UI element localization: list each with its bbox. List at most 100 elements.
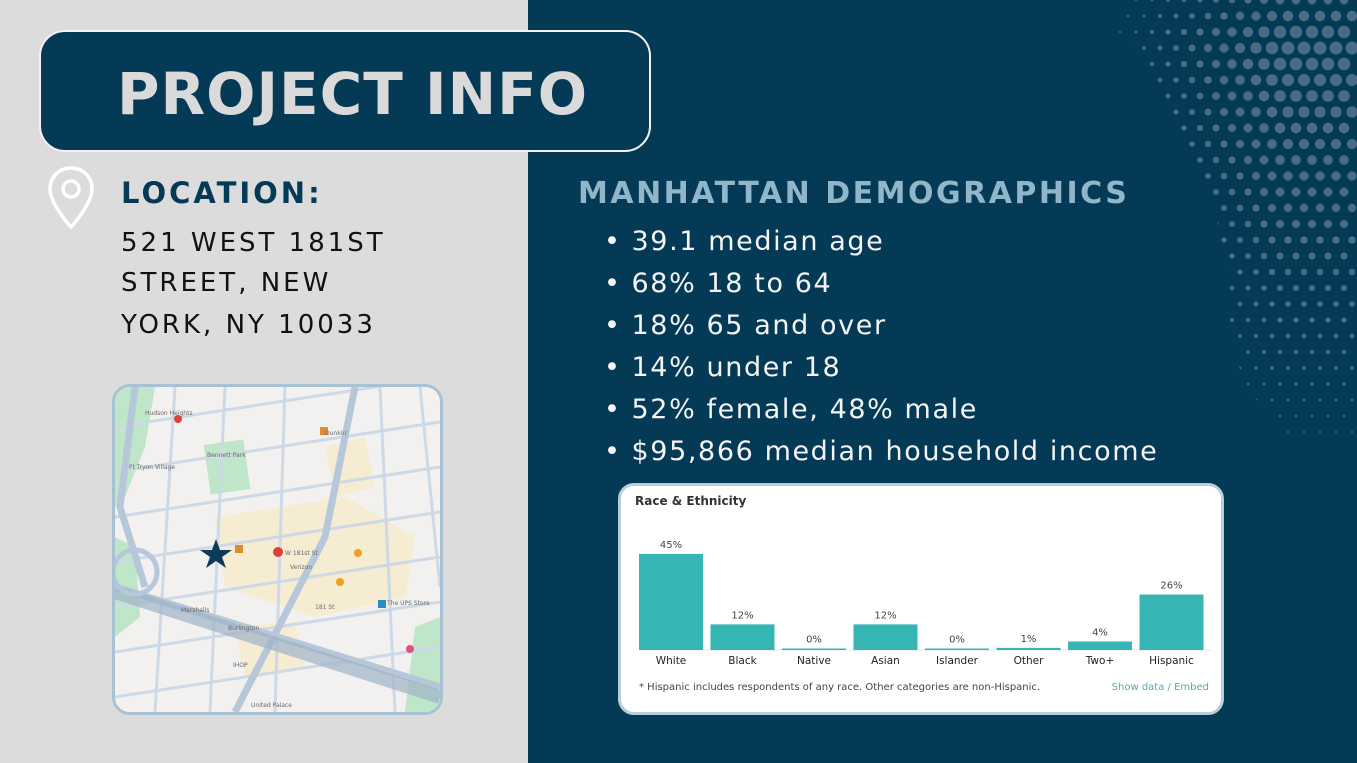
halftone-dot [1142,14,1146,18]
halftone-dot [1337,25,1351,39]
halftone-dot [1302,366,1306,370]
halftone-dot [1243,155,1253,165]
halftone-dot [1270,398,1274,402]
halftone-dot [1220,108,1228,116]
halftone-dot [1245,253,1251,259]
chart-category-label: Hispanic [1149,655,1194,667]
page-title: PROJECT INFO [117,60,589,128]
location-map: Hudson Heights Bennett Park Ft Tryon Vil… [112,384,443,715]
halftone-dot [1351,431,1353,433]
halftone-dot [1339,0,1349,5]
show-data-embed-link[interactable]: Show data / Embed [1111,682,1209,693]
halftone-dot [1237,269,1243,275]
halftone-dot [1322,122,1334,134]
halftone-dot [1260,220,1268,228]
halftone-dot [1291,187,1301,197]
halftone-dot [1308,284,1316,292]
halftone-dot [1245,285,1251,291]
halftone-dot [1317,333,1323,339]
halftone-dot [1235,107,1245,117]
halftone-dot [1251,107,1261,117]
svg-text:Bennett Park: Bennett Park [207,452,246,459]
halftone-dot [1285,333,1291,339]
halftone-dot [1244,188,1252,196]
halftone-dot [1350,366,1354,370]
halftone-dot [1251,171,1261,181]
halftone-dot [1313,41,1327,55]
halftone-dot [1335,431,1337,433]
halftone-dot [1269,333,1275,339]
halftone-dot [1313,73,1327,87]
halftone-dot [1286,398,1290,402]
halftone-dot [1234,42,1246,54]
halftone-dot [1230,318,1234,322]
halftone-dot [1341,317,1347,323]
halftone-dot [1309,349,1315,355]
demographic-item: 39.1 median age [604,222,1158,264]
halftone-dot [1316,236,1324,244]
chart-value-label: 1% [1021,634,1037,645]
halftone-dot [1204,12,1212,20]
halftone-dot [1221,205,1227,211]
halftone-dot [1173,77,1179,83]
halftone-dot [1282,138,1294,150]
halftone-dot [1258,58,1270,70]
halftone-dot [1305,25,1319,39]
halftone-dot [1227,27,1237,37]
halftone-dot [1332,268,1340,276]
halftone-dot [1188,44,1196,52]
halftone-dot [1203,43,1213,53]
halftone-dot [1204,76,1212,84]
halftone-dot [1350,398,1354,402]
address-line-3: YORK, NY 10033 [121,310,376,340]
halftone-dot [1329,41,1343,55]
halftone-dot [1196,92,1204,100]
halftone-dot [1165,93,1171,99]
chart-category-label: White [656,655,687,667]
halftone-dot [1268,236,1276,244]
halftone-dot [1324,284,1332,292]
halftone-dot [1282,106,1294,118]
halftone-dot [1254,366,1258,370]
halftone-dot [1333,301,1339,307]
chart-value-label: 12% [874,610,896,621]
svg-text:The UPS Store: The UPS Store [386,600,430,607]
halftone-dot [1235,75,1245,85]
svg-text:Ft Tryon Village: Ft Tryon Village [129,464,175,471]
halftone-dot [1337,57,1351,71]
halftone-dot [1297,41,1311,55]
halftone-dot [1345,41,1357,55]
halftone-dot [1262,382,1266,386]
location-label: LOCATION: [121,176,323,210]
halftone-dot [1259,187,1269,197]
chart-bar-hispanic [1139,594,1204,650]
halftone-dot [1273,25,1287,39]
chart-bar-black [710,624,775,650]
halftone-dot [1236,204,1244,212]
halftone-dot [1329,73,1343,87]
halftone-dot [1289,25,1303,39]
halftone-dot [1294,414,1298,418]
halftone-dot [1323,187,1333,197]
halftone-dot [1278,382,1282,386]
halftone-dot [1339,187,1349,197]
halftone-dot [1260,252,1268,260]
halftone-dot [1331,171,1341,181]
halftone-dot [1316,268,1324,276]
halftone-dot [1274,90,1286,102]
halftone-dot [1281,73,1295,87]
halftone-dot [1250,42,1262,54]
halftone-dot [1277,317,1283,323]
halftone-dot [1292,284,1300,292]
halftone-dot [1266,106,1278,118]
halftone-dot [1253,301,1259,307]
halftone-dot [1315,203,1325,213]
halftone-dot [1341,349,1347,355]
halftone-dot [1259,123,1269,133]
halftone-dot [1287,431,1289,433]
chart-category-label: Other [1014,655,1044,667]
address-line-2: STREET, NEW [121,268,332,298]
halftone-dot [1237,237,1243,243]
halftone-dot [1229,285,1235,291]
chart-category-label: Asian [871,655,900,667]
